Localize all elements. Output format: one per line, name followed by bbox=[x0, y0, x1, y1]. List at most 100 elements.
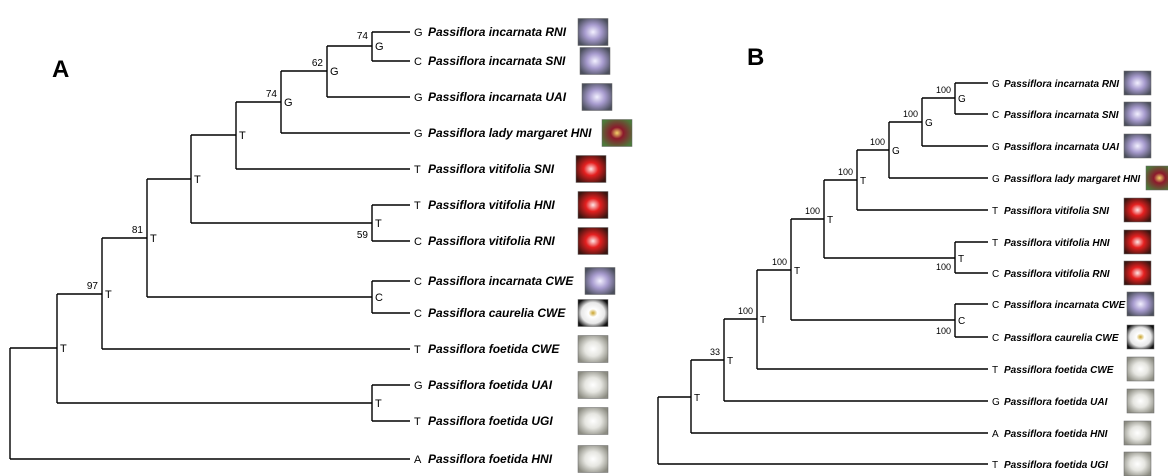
tip-base-label: G bbox=[992, 79, 1000, 90]
taxon-name: Passiflora foetida UAI bbox=[1004, 397, 1108, 408]
taxon-name: Passiflora vitifolia RNI bbox=[1004, 269, 1110, 280]
tip-base-label: G bbox=[414, 380, 423, 392]
white-flower-icon bbox=[1126, 388, 1155, 414]
panel-a: A G Passiflora incarnata RNI C Passiflora i… bbox=[9, 18, 633, 473]
support-value: 100 bbox=[870, 137, 885, 147]
white-flower-dark-icon bbox=[1126, 324, 1155, 350]
scarlet-flower-icon bbox=[575, 155, 607, 183]
tip-base-label: G bbox=[414, 128, 423, 140]
node-base-label: T bbox=[760, 315, 766, 326]
support-value: 81 bbox=[132, 225, 144, 236]
taxon-name: Passiflora lady margaret HNI bbox=[1004, 174, 1140, 185]
purple-flower-icon bbox=[1126, 291, 1155, 317]
taxon-name: Passiflora foetida HNI bbox=[428, 452, 553, 466]
purple-flower-icon bbox=[1123, 70, 1152, 96]
tip-base-label: C bbox=[992, 300, 999, 311]
taxon-name: Passiflora foetida UGI bbox=[428, 414, 553, 428]
node-base-label: G bbox=[375, 41, 384, 53]
tree-b: G Passiflora incarnata RNI C Passiflora inc… bbox=[657, 70, 1168, 476]
taxon-name: Passiflora vitifolia HNI bbox=[428, 198, 555, 212]
node-base-label: T bbox=[375, 218, 382, 230]
tip-base-label: G bbox=[414, 27, 423, 39]
scarlet-flower-icon bbox=[1123, 229, 1152, 255]
tip-base-label: C bbox=[992, 269, 999, 280]
panel-letter: B bbox=[747, 44, 764, 71]
taxon-name: Passiflora incarnata UAI bbox=[1004, 142, 1119, 153]
purple-flower-icon bbox=[577, 18, 609, 46]
tip-base-label: C bbox=[414, 236, 422, 248]
node-base-label: T bbox=[105, 289, 112, 301]
taxon-name: Passiflora incarnata SNI bbox=[428, 54, 566, 68]
white-flower-icon bbox=[577, 371, 609, 399]
tip-base-label: T bbox=[992, 238, 998, 249]
white-flower-icon bbox=[577, 335, 609, 363]
tip-base-label: G bbox=[992, 174, 1000, 185]
node-base-label: C bbox=[958, 316, 965, 327]
node-base-label: G bbox=[925, 118, 933, 129]
support-value: 74 bbox=[357, 31, 369, 42]
support-value: 100 bbox=[772, 257, 787, 267]
tip-base-label: T bbox=[414, 344, 421, 356]
support-value: 100 bbox=[936, 85, 951, 95]
tip-base-label: G bbox=[992, 142, 1000, 153]
node-base-label: G bbox=[892, 146, 900, 157]
node-base-label: T bbox=[60, 343, 67, 355]
node-base-label: T bbox=[694, 393, 700, 404]
support-value: 74 bbox=[266, 89, 278, 100]
purple-flower-icon bbox=[581, 83, 613, 111]
support-value: 100 bbox=[805, 206, 820, 216]
white-flower-icon bbox=[1123, 420, 1152, 446]
taxon-name: Passiflora incarnata CWE bbox=[1004, 300, 1125, 311]
tip-base-label: C bbox=[992, 110, 999, 121]
support-value: 100 bbox=[838, 167, 853, 177]
red-flower-icon bbox=[1145, 165, 1168, 191]
tip-base-label: T bbox=[414, 164, 421, 176]
node-base-label: T bbox=[150, 233, 157, 245]
purple-flower-icon bbox=[1123, 133, 1152, 159]
node-base-label: T bbox=[727, 356, 733, 367]
tip-base-label: C bbox=[414, 308, 422, 320]
node-base-label: G bbox=[958, 94, 966, 105]
purple-flower-icon bbox=[579, 47, 611, 75]
node-base-label: G bbox=[284, 97, 293, 109]
node-base-label: T bbox=[860, 176, 866, 187]
node-base-label: T bbox=[958, 254, 964, 265]
support-value: 62 bbox=[312, 58, 324, 69]
support-value: 59 bbox=[357, 230, 369, 241]
taxon-name: Passiflora vitifolia RNI bbox=[428, 234, 555, 248]
tip-base-label: T bbox=[414, 200, 421, 212]
taxon-name: Passiflora foetida UAI bbox=[428, 378, 553, 392]
red-flower-icon bbox=[601, 119, 633, 147]
tip-base-label: C bbox=[992, 333, 999, 344]
node-base-label: C bbox=[375, 292, 383, 304]
taxon-name: Passiflora foetida CWE bbox=[1004, 365, 1114, 376]
tip-base-label: T bbox=[414, 416, 421, 428]
taxon-name: Passiflora foetida UGI bbox=[1004, 460, 1108, 471]
taxon-name: Passiflora foetida HNI bbox=[1004, 429, 1108, 440]
taxon-name: Passiflora caurelia CWE bbox=[428, 306, 566, 320]
taxon-name: Passiflora incarnata SNI bbox=[1004, 110, 1119, 121]
taxon-name: Passiflora incarnata UAI bbox=[428, 90, 567, 104]
tip-base-label: A bbox=[414, 454, 422, 466]
tip-base-label: T bbox=[992, 365, 998, 376]
white-flower-dark-icon bbox=[577, 299, 609, 327]
taxon-name: Passiflora vitifolia SNI bbox=[1004, 206, 1109, 217]
taxon-name: Passiflora vitifolia HNI bbox=[1004, 238, 1110, 249]
support-value: 33 bbox=[710, 347, 720, 357]
white-flower-icon bbox=[577, 445, 609, 473]
tip-base-label: A bbox=[992, 429, 999, 440]
taxon-name: Passiflora incarnata RNI bbox=[1004, 79, 1119, 90]
taxon-name: Passiflora incarnata CWE bbox=[428, 274, 574, 288]
taxon-name: Passiflora vitifolia SNI bbox=[428, 162, 555, 176]
white-flower-icon bbox=[1123, 451, 1152, 476]
scarlet-flower-icon bbox=[1123, 197, 1152, 223]
scarlet-flower-icon bbox=[577, 191, 609, 219]
tip-base-label: C bbox=[414, 56, 422, 68]
purple-flower-icon bbox=[1123, 101, 1152, 127]
taxon-name: Passiflora foetida CWE bbox=[428, 342, 560, 356]
node-base-label: T bbox=[239, 130, 246, 142]
taxon-name: Passiflora caurelia CWE bbox=[1004, 333, 1119, 344]
node-base-label: T bbox=[794, 266, 800, 277]
support-value: 100 bbox=[903, 109, 918, 119]
